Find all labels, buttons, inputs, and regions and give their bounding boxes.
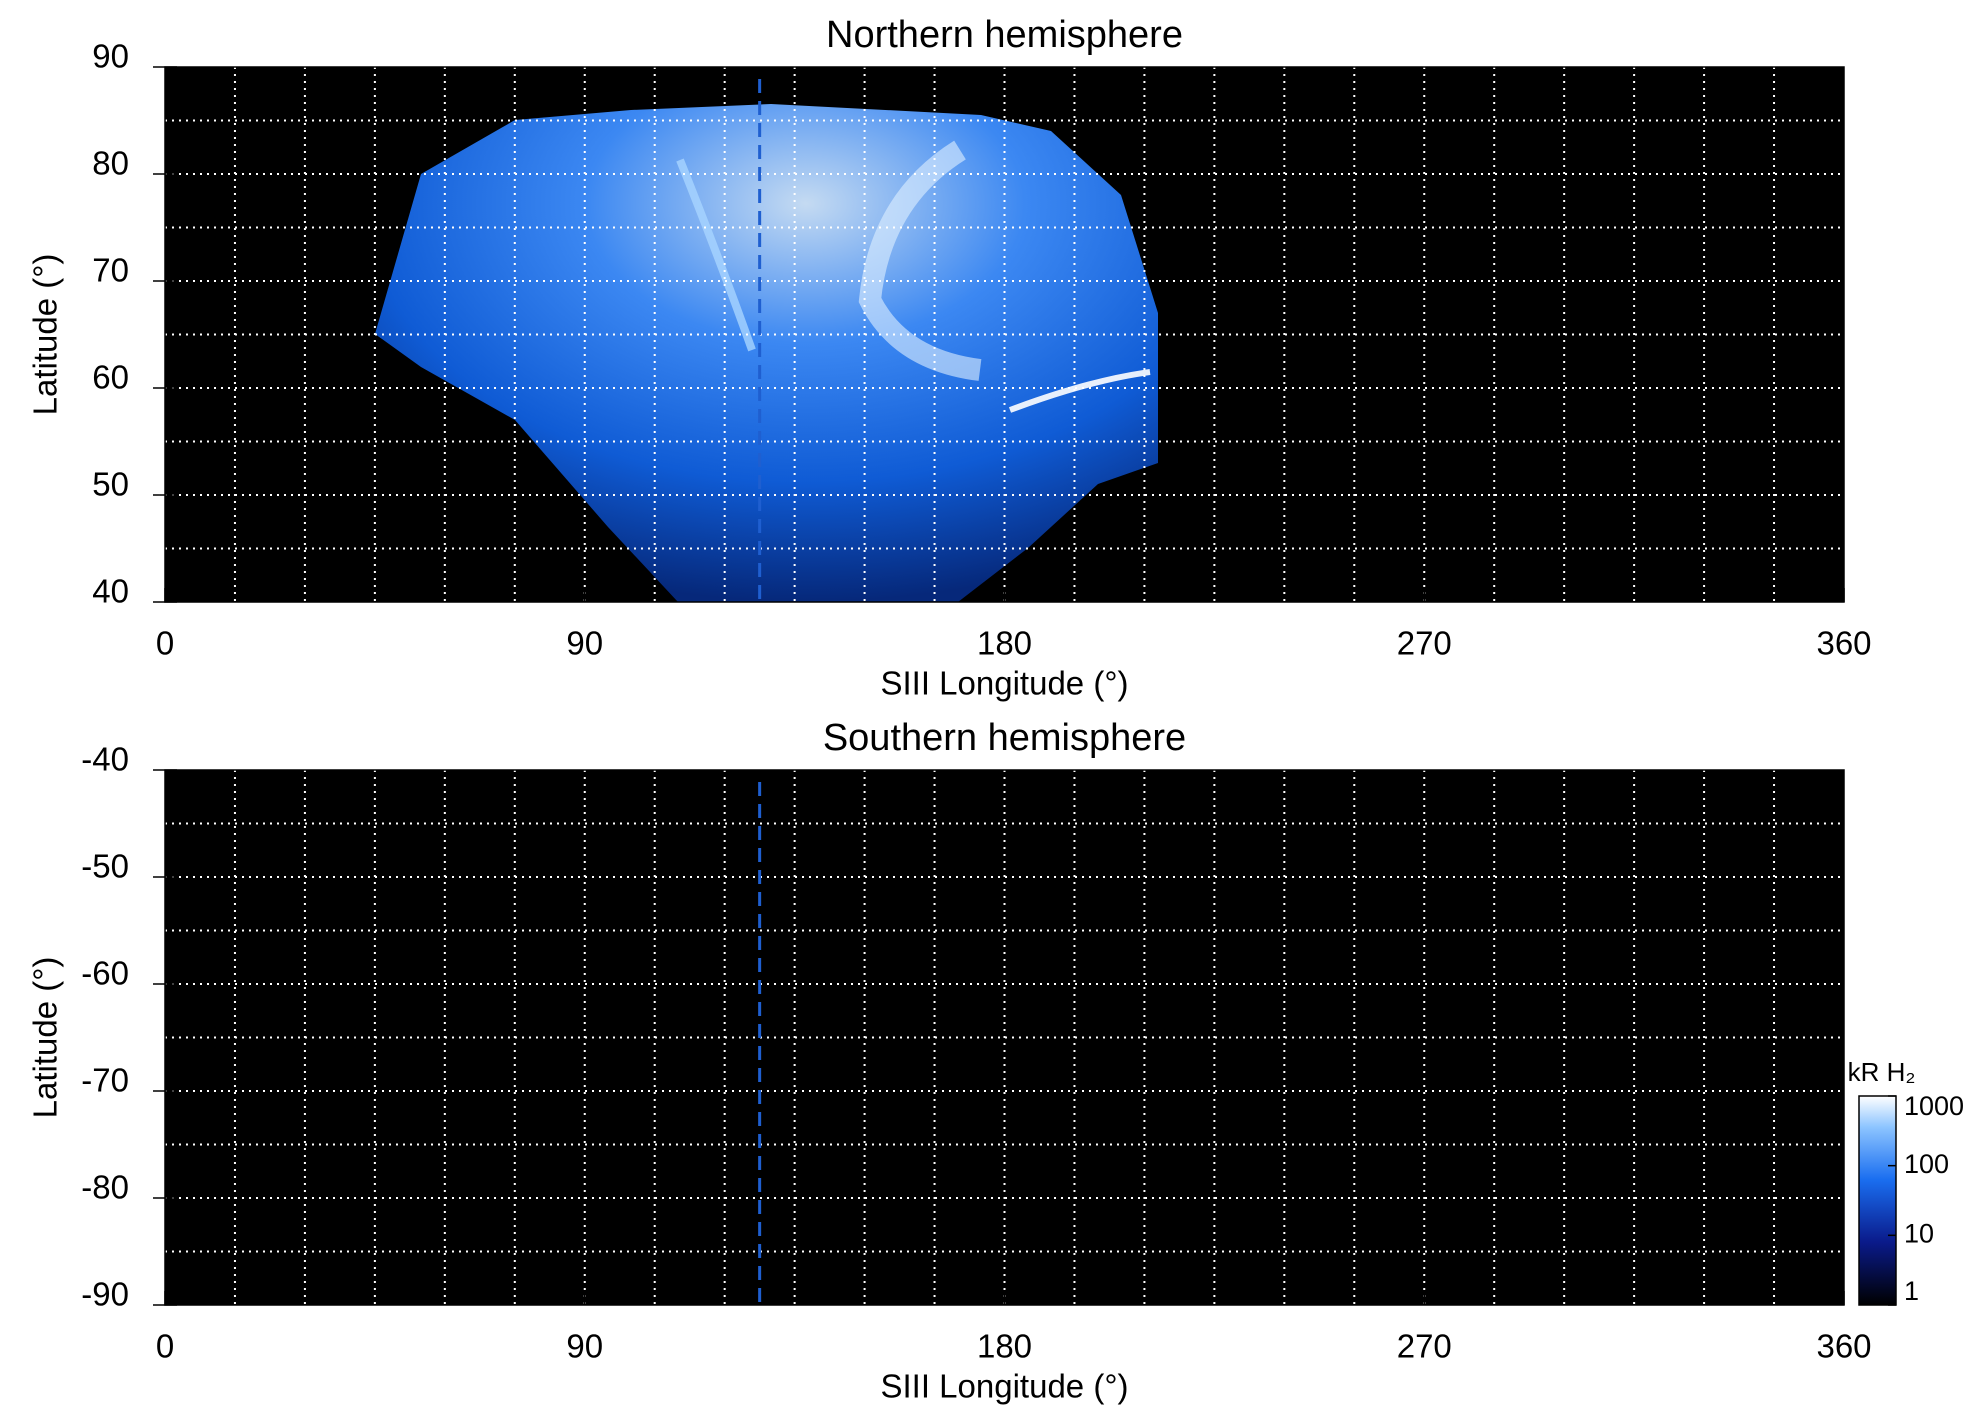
x-tick-label: 0 [156,1328,174,1365]
x-tick-label: 270 [1397,625,1452,662]
x-tick-label: 90 [566,625,603,662]
auroral-arc [1008,369,1151,413]
y-tick-label: 80 [92,145,129,182]
x-tick-label: 360 [1816,1328,1871,1365]
colorbar-label: kR H₂ [1848,1057,1916,1087]
y-tick-label: 60 [92,359,129,396]
x-tick-label: 180 [977,625,1032,662]
y-tick-label: -70 [81,1062,129,1099]
x-tick-label: 90 [566,1328,603,1365]
y-tick-label: -40 [81,741,129,778]
colorbar-tick-label: 1 [1904,1276,1919,1306]
auroral-emission [375,104,1158,602]
y-tick-label: -80 [81,1169,129,1206]
colorbar-tick-label: 10 [1904,1218,1934,1248]
y-tick-label: -90 [81,1276,129,1313]
y-tick-label: 50 [92,466,129,503]
chart-title: Northern hemisphere [826,14,1183,56]
chart-title: Southern hemisphere [823,717,1186,759]
y-tick-label: -50 [81,848,129,885]
colorbar-tick-label: 1000 [1904,1091,1964,1121]
y-tick-label: 70 [92,252,129,289]
y-axis-label: Latitude (°) [27,254,64,416]
colorbar [1858,1095,1897,1306]
auroral-arc [858,140,982,381]
auroral-arc [676,158,756,352]
y-tick-label: -60 [81,955,129,992]
x-axis-label: SIII Longitude (°) [881,665,1129,702]
x-tick-label: 0 [156,625,174,662]
x-tick-label: 360 [1816,625,1871,662]
colorbar-tick-label: 100 [1904,1149,1949,1179]
x-axis-label: SIII Longitude (°) [881,1368,1129,1405]
y-tick-label: 40 [92,573,129,610]
x-tick-label: 270 [1397,1328,1452,1365]
x-tick-label: 180 [977,1328,1032,1365]
y-axis-label: Latitude (°) [27,957,64,1119]
y-tick-label: 90 [92,38,129,75]
